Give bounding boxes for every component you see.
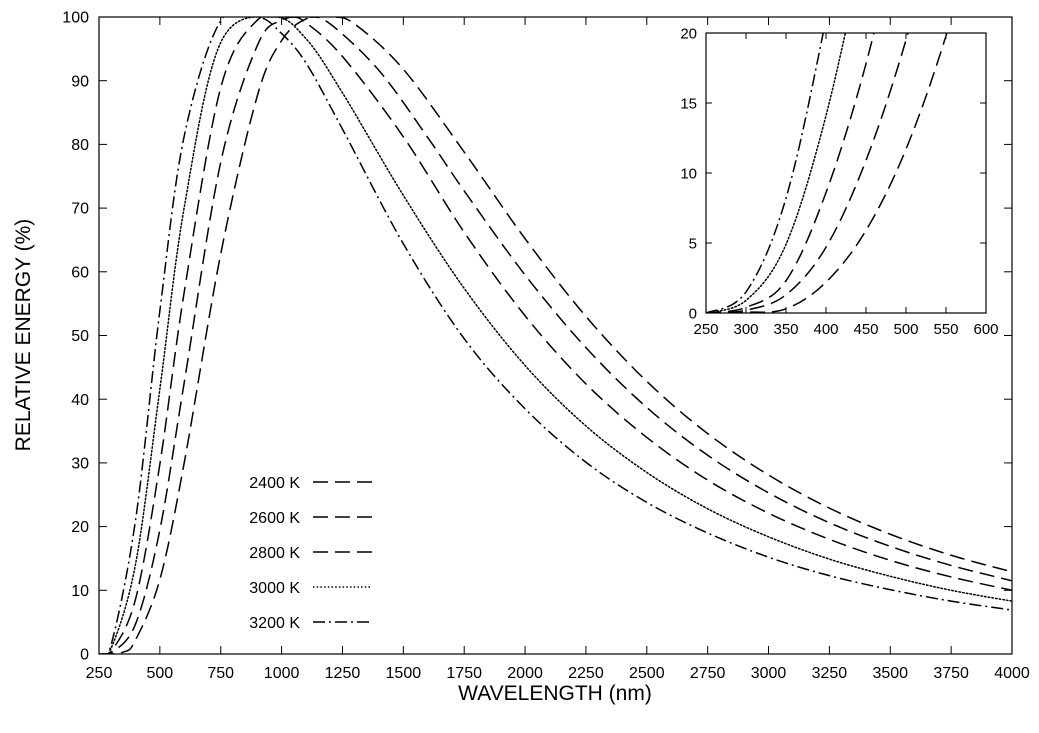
legend-label: 2400 K xyxy=(249,475,300,492)
x-tick-label: 2000 xyxy=(507,665,543,682)
x-tick-label: 300 xyxy=(733,321,758,338)
x-tick-label: 600 xyxy=(973,321,998,338)
x-tick-label: 400 xyxy=(813,321,838,338)
x-tick-label: 3500 xyxy=(872,665,908,682)
series-line-4 xyxy=(706,33,824,313)
series-line-3 xyxy=(99,17,1012,654)
x-tick-label: 550 xyxy=(933,321,958,338)
legend-label: 3000 K xyxy=(249,580,300,597)
x-tick-label: 4000 xyxy=(994,665,1030,682)
x-tick-label: 500 xyxy=(147,665,174,682)
x-tick-label: 3000 xyxy=(751,665,787,682)
x-tick-label: 3250 xyxy=(812,665,848,682)
x-tick-label: 3750 xyxy=(933,665,969,682)
x-tick-label: 2500 xyxy=(629,665,665,682)
inset-series-lines xyxy=(706,33,948,313)
series-line-0 xyxy=(99,17,1012,654)
x-tick-label: 2750 xyxy=(690,665,726,682)
x-tick-label: 1250 xyxy=(325,665,361,682)
x-tick-label: 250 xyxy=(86,665,113,682)
x-tick-label: 1750 xyxy=(446,665,482,682)
y-tick-label: 70 xyxy=(71,201,89,218)
inset-background xyxy=(706,33,986,313)
legend-label: 2600 K xyxy=(249,510,300,527)
series-line-2 xyxy=(99,17,1012,654)
y-tick-label: 100 xyxy=(62,10,89,27)
y-tick-label: 50 xyxy=(71,328,89,345)
legend: 2400 K 2600 K 2800 K 3000 K 3200 K xyxy=(249,475,372,632)
y-tick-label: 5 xyxy=(689,235,697,252)
y-tick-label: 0 xyxy=(80,647,89,664)
y-tick-label: 10 xyxy=(71,583,89,600)
x-tick-label: 750 xyxy=(207,665,234,682)
x-tick-label: 350 xyxy=(773,321,798,338)
series-line-0 xyxy=(706,33,948,313)
y-tick-label: 30 xyxy=(71,456,89,473)
inset-plot-frame xyxy=(705,32,987,314)
y-tick-label: 40 xyxy=(71,392,89,409)
y-tick-label: 0 xyxy=(689,305,697,322)
x-tick-label: 1000 xyxy=(264,665,300,682)
series-line-1 xyxy=(706,33,909,313)
y-tick-label: 10 xyxy=(680,165,697,182)
inset-chart: 250 300 350 400 450 500 550 600 0 5 10 15 20 xyxy=(680,25,998,338)
series-line-2 xyxy=(706,33,875,313)
y-axis-label: RELATIVE ENERGY (%) xyxy=(12,219,35,452)
legend-label: 3200 K xyxy=(249,615,300,632)
series-line-3 xyxy=(706,33,847,313)
main-tick-labels: 250 500 750 1000 1250 1500 1750 2000 2250 2500 275… xyxy=(62,10,1030,682)
y-tick-label: 15 xyxy=(680,95,697,112)
main-plot-frame xyxy=(98,16,1013,655)
y-tick-label: 60 xyxy=(71,264,89,281)
y-tick-label: 80 xyxy=(71,137,89,154)
inset-tick-labels: 250 300 350 400 450 500 550 600 0 5 10 15 20 xyxy=(680,25,998,338)
legend-label: 2800 K xyxy=(249,545,300,562)
x-tick-label: 250 xyxy=(693,321,718,338)
y-tick-label: 20 xyxy=(680,25,697,42)
y-tick-label: 20 xyxy=(71,519,89,536)
x-tick-label: 450 xyxy=(853,321,878,338)
x-axis-label: WAVELENGTH (nm) xyxy=(458,682,652,705)
x-tick-label: 2250 xyxy=(568,665,604,682)
main-chart: 250 500 750 1000 1250 1500 1750 2000 2250 2500 275… xyxy=(12,10,1030,705)
y-tick-label: 90 xyxy=(71,73,89,90)
x-tick-label: 500 xyxy=(893,321,918,338)
series-line-1 xyxy=(99,17,1012,654)
x-tick-label: 1500 xyxy=(386,665,422,682)
main-series-lines xyxy=(99,17,1012,654)
main-axis-ticks xyxy=(98,16,1013,655)
